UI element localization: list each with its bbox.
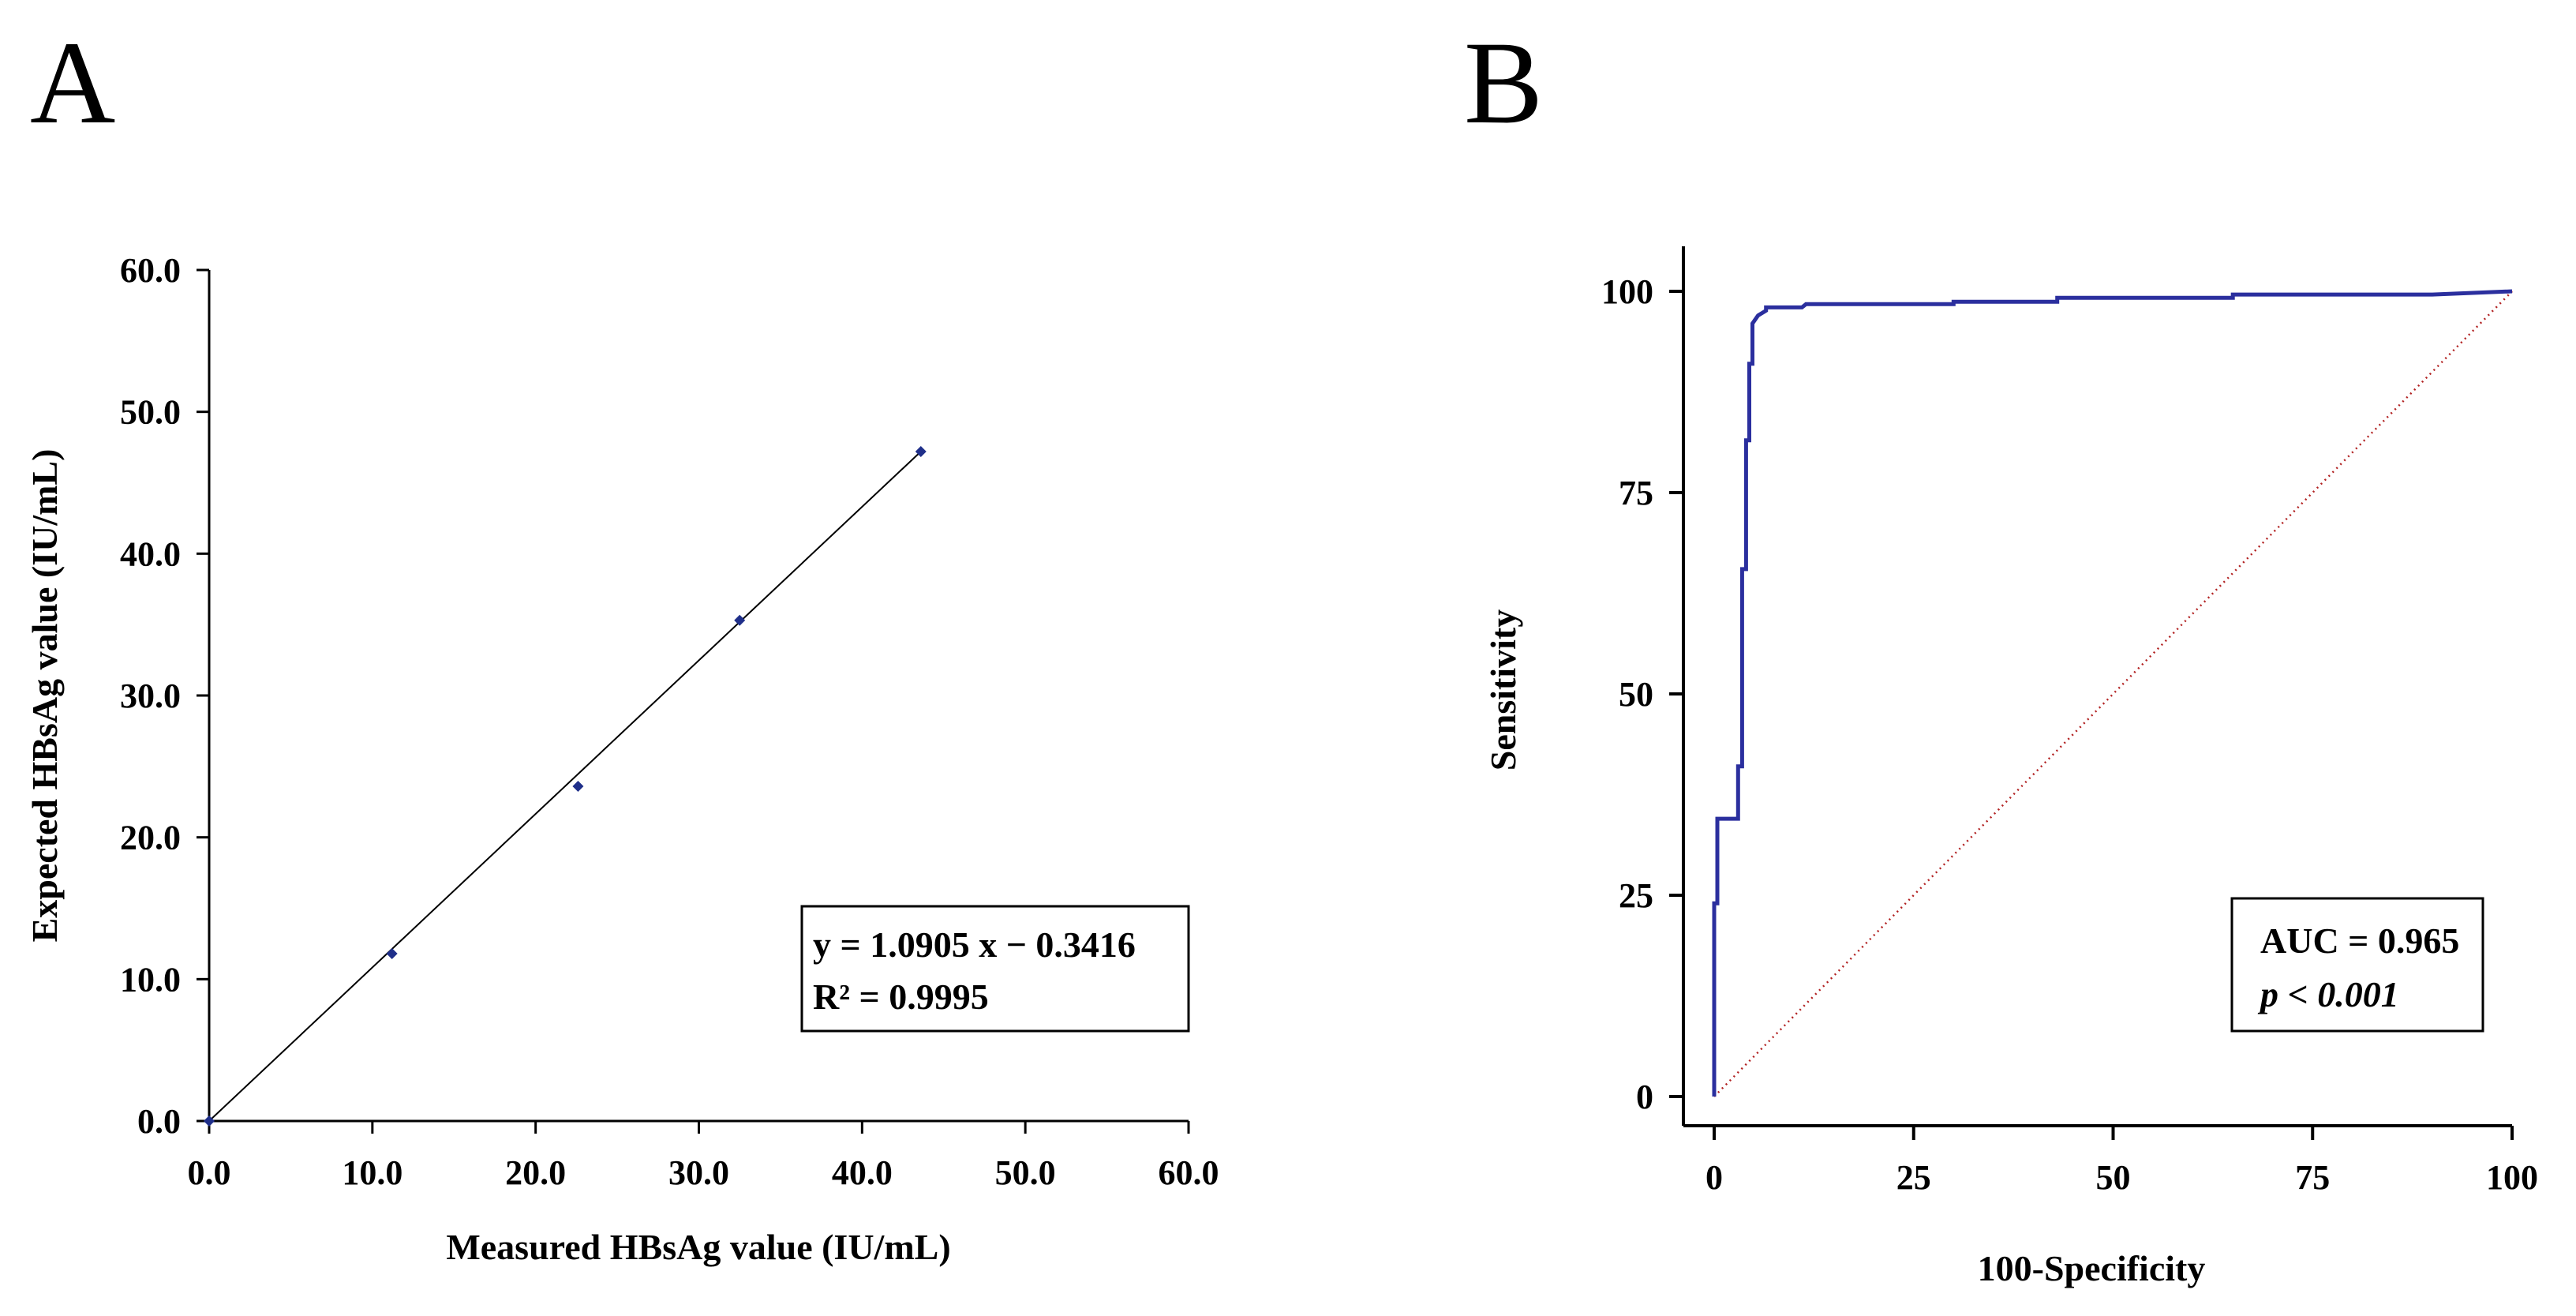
chart-a-y-tick-label: 60.0 (120, 251, 181, 290)
chart-b-auc-box (2230, 897, 2484, 1033)
chart-a-x-tick-label: 10.0 (342, 1153, 402, 1192)
chart-a-data-point (915, 445, 927, 457)
panel-label-b: B (1464, 17, 1543, 148)
chart-b-x-tick-label: 100 (2486, 1158, 2538, 1197)
chart-a: 0.0 10.0 20.0 30.0 40.0 50.0 60.0 0.0 10.0 20.0 3… (24, 251, 1219, 1267)
chart-a-x-tick-label: 60.0 (1159, 1153, 1219, 1192)
chart-a-data-point (572, 780, 584, 792)
chart-b: 0 25 50 75 100 0 25 50 75 100 100-Specificity Se… (1483, 246, 2538, 1288)
chart-b-x-tick-label: 25 (1896, 1158, 1931, 1197)
chart-a-y-label: Expected HBsAg value (IU/mL) (24, 449, 65, 943)
chart-a-x-tick-label: 50.0 (995, 1153, 1056, 1192)
chart-a-equation: y = 1.0905 x − 0.3416 (813, 924, 1136, 965)
chart-a-y-tick-label: 40.0 (120, 534, 181, 573)
chart-b-y-tick-label: 0 (1636, 1078, 1653, 1116)
chart-a-y-tick-label: 50.0 (120, 393, 181, 432)
chart-b-x-label: 100-Specificity (1978, 1248, 2206, 1288)
chart-b-x-tick-label: 75 (2295, 1158, 2330, 1197)
chart-a-y-tick-label: 30.0 (120, 677, 181, 715)
panel-label-a: A (30, 17, 115, 148)
chart-a-x-tick-label: 30.0 (668, 1153, 729, 1192)
chart-b-y-tick-label: 25 (1619, 876, 1653, 915)
chart-a-x-label: Measured HBsAg value (IU/mL) (446, 1227, 950, 1267)
chart-a-data-point (386, 947, 398, 959)
chart-a-trendline (208, 451, 922, 1122)
chart-b-y-tick-label: 75 (1619, 474, 1653, 512)
chart-b-reference-line (1713, 291, 2513, 1097)
chart-a-y-tick-label: 0.0 (137, 1102, 181, 1141)
chart-a-r-squared: R² = 0.9995 (813, 977, 989, 1017)
chart-a-equation-box (800, 905, 1190, 1033)
chart-a-x-tick-label: 40.0 (832, 1153, 893, 1192)
chart-a-y-tick-label: 20.0 (120, 819, 181, 857)
chart-a-data-point (204, 1115, 215, 1127)
chart-b-y-tick-label: 100 (1601, 272, 1653, 311)
chart-a-y-tick-label: 10.0 (120, 960, 181, 999)
chart-b-p-value: p < 0.001 (2257, 974, 2399, 1014)
chart-b-roc-curve (1712, 289, 2513, 1097)
chart-a-x-tick-label: 20.0 (505, 1153, 566, 1192)
chart-b-auc: AUC = 0.965 (2260, 920, 2459, 961)
chart-b-x-tick-label: 50 (2096, 1158, 2131, 1197)
chart-a-data-point (734, 614, 746, 626)
chart-a-x-tick-label: 0.0 (188, 1153, 231, 1192)
chart-b-y-label: Sensitivity (1483, 609, 1523, 770)
chart-b-x-tick-label: 0 (1705, 1158, 1723, 1197)
chart-b-y-tick-label: 50 (1619, 675, 1653, 714)
